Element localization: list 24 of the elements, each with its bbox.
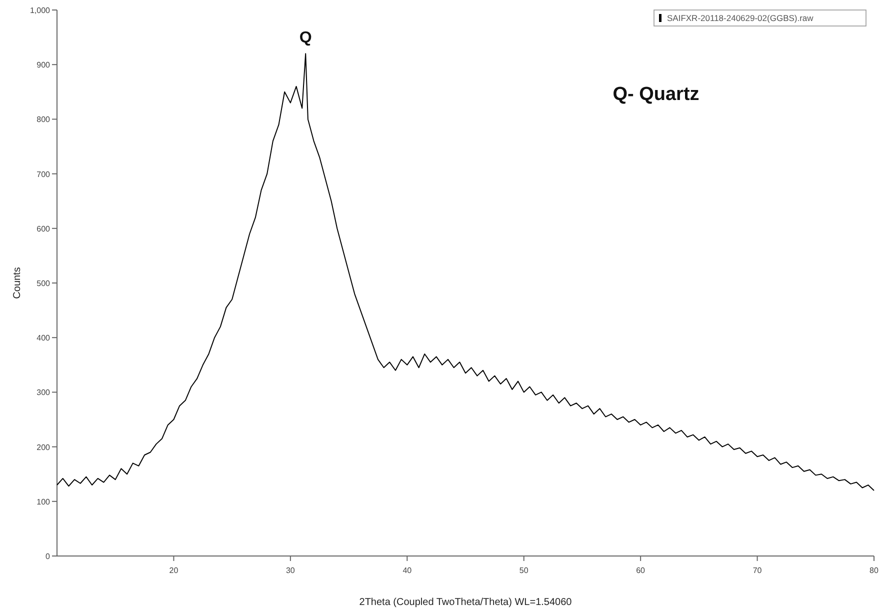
y-tick-label: 500 xyxy=(36,279,51,288)
x-tick-label: 80 xyxy=(870,566,879,575)
y-axis-title: Counts xyxy=(12,267,23,299)
x-tick-label: 60 xyxy=(636,566,646,575)
y-tick-label: 600 xyxy=(36,224,51,234)
y-tick-label: 200 xyxy=(36,442,51,452)
y-tick-label: 300 xyxy=(36,388,51,398)
x-tick-label: 40 xyxy=(402,566,412,575)
line-series xyxy=(56,53,874,491)
y-tick-label: 800 xyxy=(36,115,51,124)
x-tick-label: 30 xyxy=(286,566,296,575)
x-tick-label: 50 xyxy=(519,566,529,575)
legend-label: SAIFXR-20118-240629-02(GGBS).raw xyxy=(667,13,814,23)
y-tick-label: 400 xyxy=(36,334,51,343)
y-tick-label: 900 xyxy=(36,60,51,70)
x-tick-label: 70 xyxy=(752,566,762,575)
y-tick-label: 100 xyxy=(36,497,51,506)
annotation: Q- Quartz xyxy=(612,84,700,105)
y-tick-label: 0 xyxy=(46,552,51,561)
x-tick-label: 20 xyxy=(169,566,179,575)
y-tick-label: 1,000 xyxy=(30,6,51,15)
annotation: Q xyxy=(299,30,312,47)
y-tick-label: 700 xyxy=(36,170,51,179)
x-axis-title: 2Theta (Coupled TwoTheta/Theta) WL=1.54060 xyxy=(359,597,572,608)
